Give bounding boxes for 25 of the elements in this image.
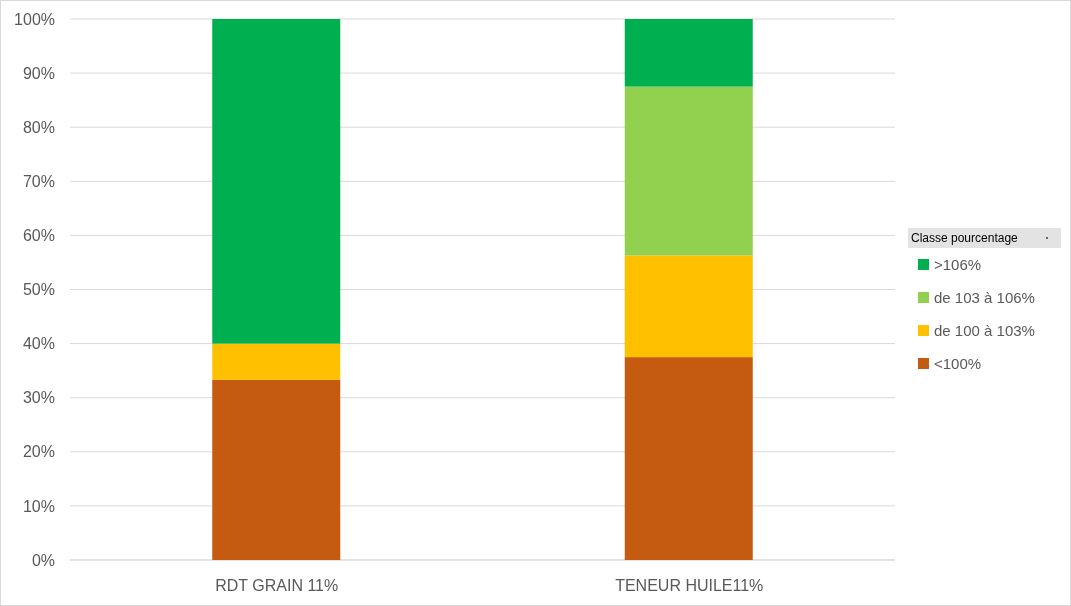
legend-label: <100% (934, 355, 982, 372)
y-tick-label: 30% (22, 389, 55, 407)
y-tick-label: 80% (22, 118, 55, 136)
x-tick-label: TENEUR HUILE11% (615, 577, 764, 595)
bar (212, 19, 341, 344)
bar (212, 379, 341, 560)
legend-label: de 100 à 103% (934, 322, 1035, 339)
y-tick-label: 90% (22, 64, 55, 82)
legend-title: Classe pourcentage (911, 231, 1019, 245)
y-tick-label: 40% (22, 335, 55, 353)
y-tick-label: 70% (22, 172, 55, 190)
y-tick-label: 20% (22, 443, 55, 461)
bar (212, 343, 341, 380)
y-tick-label: 100% (14, 10, 55, 28)
bar (624, 86, 753, 256)
bar (624, 19, 753, 87)
legend-label: >106% (934, 256, 982, 273)
y-tick-label: 50% (22, 281, 55, 299)
y-tick-label: 0% (31, 551, 55, 569)
legend-label: de 103 à 106% (934, 289, 1035, 306)
y-tick-label: 60% (22, 227, 55, 245)
y-tick-label: 10% (22, 497, 55, 515)
x-tick-label: RDT GRAIN 11% (215, 577, 339, 595)
bar (624, 255, 753, 358)
bar (624, 357, 753, 560)
